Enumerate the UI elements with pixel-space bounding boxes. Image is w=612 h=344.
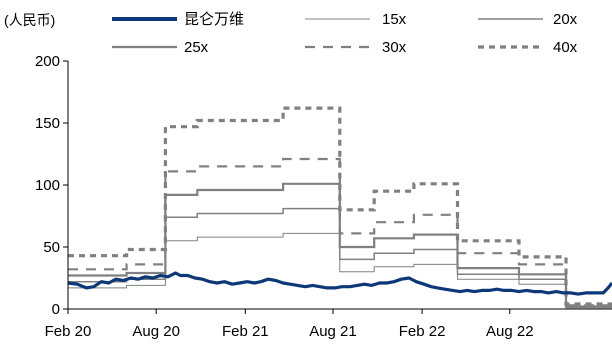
band-line-30x (68, 157, 612, 307)
legend-label-15x: 15x (382, 11, 407, 28)
x-tick-label-Feb 21: Feb 21 (222, 323, 269, 340)
plot-area: 0 50 100 150 200 Feb 20 Aug 20 Feb 21 Aug 21 Feb … (35, 53, 612, 340)
legend-label-20x: 20x (553, 11, 578, 28)
x-tick-label-Feb 20: Feb 20 (45, 323, 92, 340)
legend-label-price: 昆仑万维 (184, 11, 244, 28)
y-tick-label-50: 50 (43, 239, 60, 256)
y-tick-label-200: 200 (35, 53, 60, 70)
y-tick-label-100: 100 (35, 177, 60, 194)
price-line (67, 271, 612, 296)
y-tick-label-0: 0 (52, 301, 60, 318)
legend-label-40x: 40x (553, 39, 578, 56)
x-tick-label-Feb 22: Feb 22 (399, 323, 446, 340)
legend-label-30x: 30x (382, 39, 407, 56)
x-tick-label-Aug 20: Aug 20 (132, 323, 180, 340)
x-tick-label-Aug 22: Aug 22 (486, 323, 534, 340)
y-unit-label: (人民币) (4, 12, 55, 28)
chart-legend: (人民币) 昆仑万维 15x 20x 25x 30x 40x (4, 11, 578, 56)
legend-label-25x: 25x (184, 39, 209, 56)
x-tick-label-Aug 21: Aug 21 (309, 323, 357, 340)
y-tick-label-150: 150 (35, 115, 60, 132)
